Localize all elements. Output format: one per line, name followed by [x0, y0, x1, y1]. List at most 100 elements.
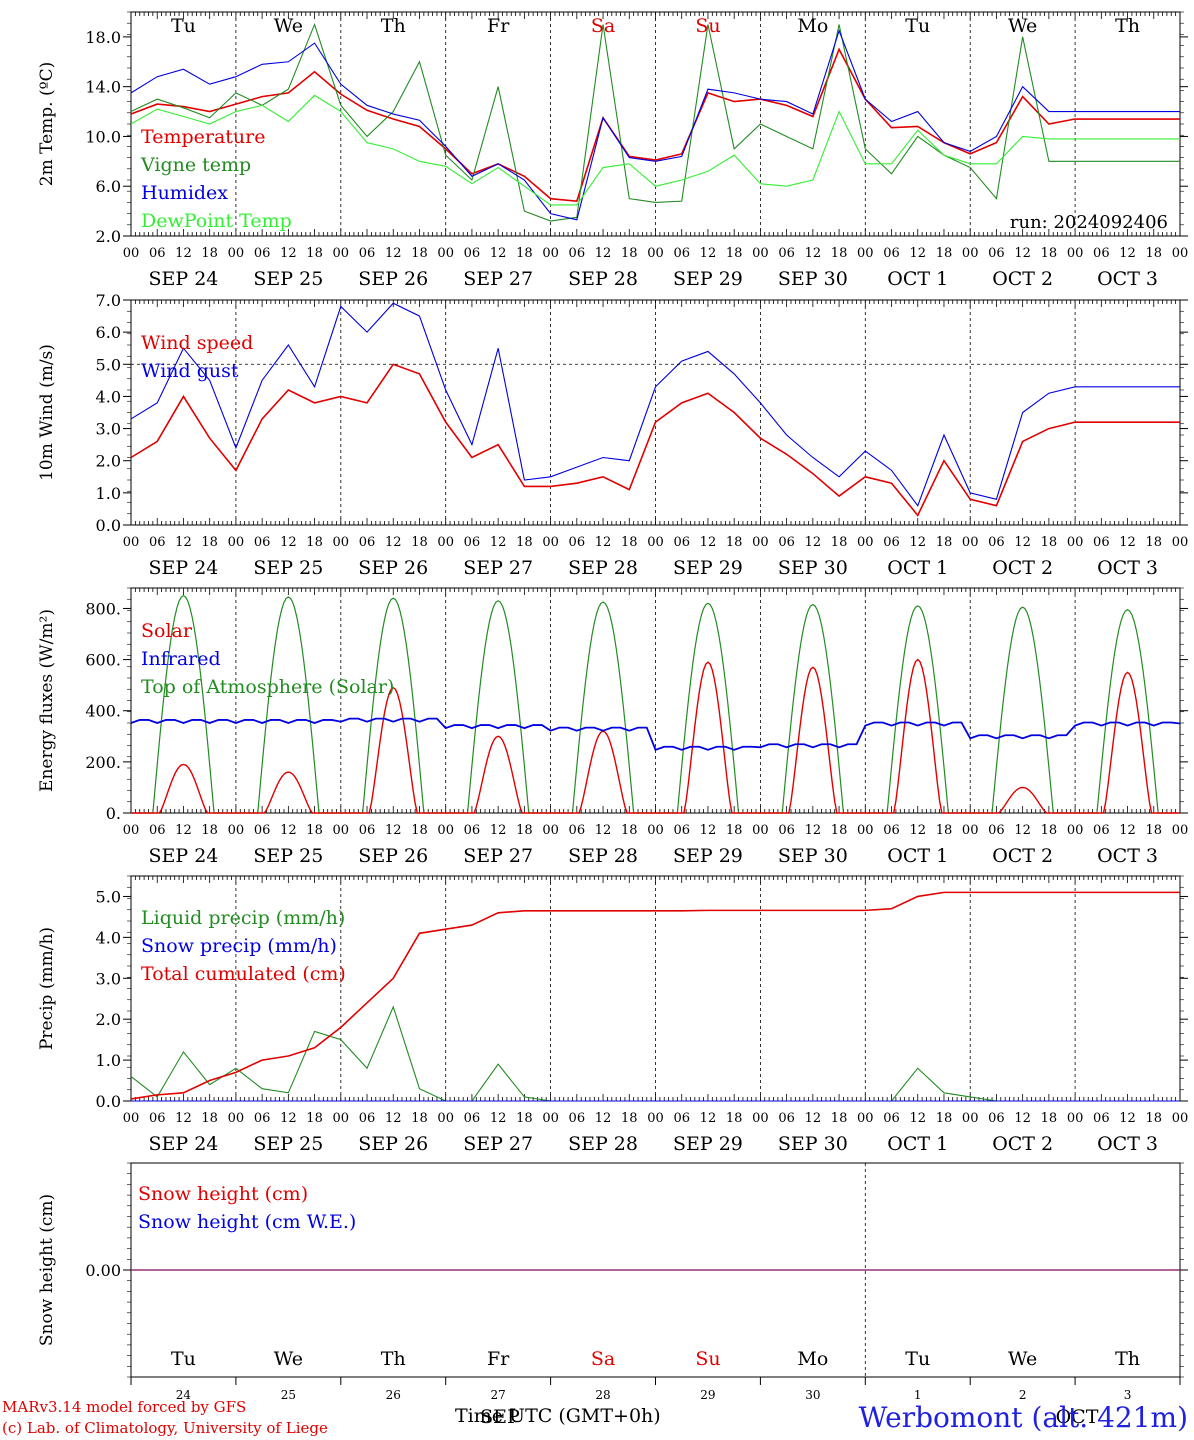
legend-entry: Vigne temp [140, 154, 251, 176]
y-tick-label: 18.0 [85, 28, 121, 47]
hour-tick-label: 00 [542, 1111, 559, 1126]
hour-tick-label: 06 [359, 823, 376, 838]
hour-tick-label: 00 [437, 246, 454, 261]
date-label: SEP 29 [673, 268, 743, 290]
hour-tick-label: 00 [752, 1111, 769, 1126]
hour-tick-label: 00 [123, 823, 140, 838]
date-label: SEP 24 [149, 1133, 219, 1155]
series-line-toa [760, 603, 866, 814]
date-label: SEP 28 [568, 845, 638, 867]
date-label: SEP 28 [568, 268, 638, 290]
hour-tick-label: 12 [1119, 1111, 1136, 1126]
hour-tick-label: 00 [123, 246, 140, 261]
hour-tick-label: 06 [883, 1111, 900, 1126]
hour-tick-label: 12 [490, 823, 507, 838]
date-label: SEP 29 [673, 1133, 743, 1155]
hour-tick-label: 18 [1146, 535, 1163, 550]
bottom-month-label: OCT [1056, 1406, 1099, 1428]
hour-tick-label: 00 [857, 1111, 874, 1126]
hour-tick-label: 18 [726, 246, 743, 261]
series-line [130, 363, 1180, 517]
date-label: SEP 24 [149, 268, 219, 290]
y-tick-label: 800. [85, 599, 121, 618]
hour-tick-label: 06 [778, 535, 795, 550]
hour-tick-label: 18 [621, 246, 638, 261]
hour-tick-label: 06 [569, 246, 586, 261]
hour-tick-label: 12 [595, 823, 612, 838]
y-tick-label: 0.0 [96, 516, 121, 535]
date-label: SEP 28 [568, 1133, 638, 1155]
legend-entry: Temperature [141, 126, 265, 148]
hour-tick-label: 06 [988, 823, 1005, 838]
day-of-week-label: Th [1115, 15, 1140, 37]
hour-tick-label: 06 [988, 246, 1005, 261]
bottom-day-label: Sa [591, 1348, 615, 1370]
hour-tick-label: 18 [516, 1111, 533, 1126]
hour-tick-label: 00 [542, 246, 559, 261]
bottom-date-label: 1 [914, 1388, 922, 1402]
hour-tick-label: 00 [647, 1111, 664, 1126]
station-name: Werbomont (alt. 421m) [858, 1401, 1188, 1434]
hour-tick-label: 12 [1014, 1111, 1031, 1126]
hour-tick-label: 18 [411, 535, 428, 550]
day-of-week-label: We [1008, 15, 1037, 37]
hour-tick-label: 12 [385, 823, 402, 838]
y-axis-title: Precip (mm/h) [37, 927, 57, 1050]
bottom-date-label: 2 [1019, 1388, 1027, 1402]
hour-tick-label: 06 [673, 1111, 690, 1126]
hour-tick-label: 00 [857, 535, 874, 550]
hour-tick-label: 00 [647, 535, 664, 550]
hour-tick-label: 18 [306, 535, 323, 550]
hour-tick-label: 06 [569, 823, 586, 838]
hour-tick-label: 00 [333, 535, 350, 550]
date-label: SEP 27 [463, 268, 533, 290]
hour-tick-label: 12 [175, 823, 192, 838]
hour-tick-label: 12 [1119, 246, 1136, 261]
y-tick-label: 0.0 [96, 1092, 121, 1111]
hour-tick-label: 00 [1067, 535, 1084, 550]
bottom-day-label: Th [381, 1348, 406, 1370]
hour-tick-label: 00 [542, 823, 559, 838]
hour-tick-label: 18 [726, 535, 743, 550]
run-annotation: run: 2024092406 [1010, 212, 1168, 233]
hour-tick-label: 00 [1172, 823, 1189, 838]
hour-tick-label: 00 [228, 823, 245, 838]
date-label: OCT 3 [1097, 557, 1158, 579]
hour-tick-label: 00 [962, 535, 979, 550]
hour-tick-label: 06 [254, 823, 271, 838]
bottom-date-label: 29 [700, 1388, 715, 1402]
hour-tick-label: 06 [673, 246, 690, 261]
plot-frame [130, 587, 1181, 814]
series-line [130, 28, 1180, 221]
bottom-date-label: 3 [1124, 1388, 1132, 1402]
bottom-date-label: 25 [281, 1388, 296, 1402]
hour-tick-label: 18 [1146, 246, 1163, 261]
hour-tick-label: 18 [306, 823, 323, 838]
bottom-day-label: We [274, 1348, 303, 1370]
hour-tick-label: 18 [411, 1111, 428, 1126]
hour-tick-label: 12 [175, 535, 192, 550]
hour-tick-label: 18 [411, 246, 428, 261]
date-label: SEP 27 [463, 557, 533, 579]
hour-tick-label: 06 [254, 1111, 271, 1126]
hour-tick-label: 12 [909, 1111, 926, 1126]
hour-tick-label: 00 [962, 1111, 979, 1126]
hour-tick-label: 12 [805, 1111, 822, 1126]
y-tick-label: 600. [85, 651, 121, 670]
hour-tick-label: 00 [228, 535, 245, 550]
series-line-solar [655, 661, 761, 814]
hour-tick-label: 00 [962, 246, 979, 261]
series-line [130, 302, 1180, 507]
hour-tick-label: 18 [306, 246, 323, 261]
series-line-solar [1075, 671, 1180, 814]
hour-tick-label: 18 [516, 823, 533, 838]
hour-tick-label: 06 [464, 1111, 481, 1126]
y-tick-label: 0. [106, 804, 121, 823]
date-label: OCT 2 [992, 268, 1053, 290]
hour-tick-label: 18 [831, 535, 848, 550]
series-line-solar [970, 786, 1076, 814]
hour-tick-label: 06 [359, 535, 376, 550]
bottom-day-label: Mo [797, 1348, 828, 1370]
y-tick-label: 2.0 [96, 1010, 121, 1029]
hour-tick-label: 18 [621, 1111, 638, 1126]
